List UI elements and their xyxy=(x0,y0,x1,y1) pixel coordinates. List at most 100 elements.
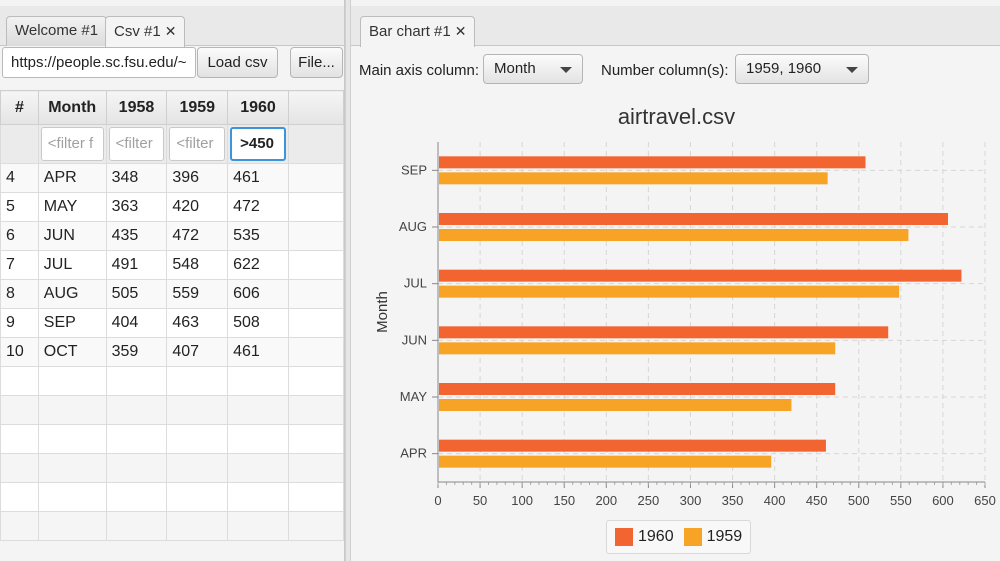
table-cell[interactable]: 6 xyxy=(0,221,39,251)
number-columns-select[interactable]: 1959, 1960 xyxy=(735,54,869,84)
empty-table-row xyxy=(0,424,345,454)
table-row[interactable]: 7 JUL 491 548 622 xyxy=(0,250,345,280)
table-cell[interactable]: 363 xyxy=(105,192,168,222)
bar-1960-jun xyxy=(439,326,889,339)
split-pane-divider[interactable] xyxy=(345,0,351,561)
x-tick-label: 200 xyxy=(595,493,617,508)
filter-1960-input[interactable]: >450 xyxy=(230,127,286,161)
x-tick-label: 50 xyxy=(473,493,487,508)
legend-swatch-1959 xyxy=(683,528,702,546)
file-button[interactable]: File... xyxy=(290,47,343,78)
table-cell[interactable]: 8 xyxy=(0,279,39,309)
tab-bar-chart[interactable]: Bar chart #1 ✕ xyxy=(360,16,476,47)
x-tick-label: 100 xyxy=(511,493,533,508)
y-tick-label: APR xyxy=(400,446,427,461)
load-csv-button[interactable]: Load csv xyxy=(197,47,278,78)
table-cell[interactable]: 463 xyxy=(166,308,229,338)
table-cell-filler xyxy=(287,308,345,338)
bar-1959-aug xyxy=(439,229,909,241)
column-header-index[interactable]: # xyxy=(0,90,39,125)
table-row[interactable]: 9 SEP 404 463 508 xyxy=(0,308,345,338)
table-cell[interactable]: SEP xyxy=(37,308,107,338)
table-row[interactable]: 10 OCT 359 407 461 xyxy=(0,337,345,367)
table-row[interactable]: 8 AUG 505 559 606 xyxy=(0,279,345,309)
chart-panel: Bar chart #1 ✕ Main axis column: Month Nu… xyxy=(351,0,1000,561)
filter-1958-input[interactable]: <filter xyxy=(108,127,165,161)
table-cell[interactable]: 508 xyxy=(227,308,289,338)
table-cell[interactable]: 505 xyxy=(105,279,168,309)
table-cell[interactable]: 359 xyxy=(105,337,168,367)
table-cell[interactable]: AUG xyxy=(37,279,107,309)
bar-1960-aug xyxy=(439,213,948,225)
table-cell[interactable]: JUN xyxy=(37,221,107,251)
table-cell[interactable]: 559 xyxy=(166,279,229,309)
table-row[interactable]: 4 APR 348 396 461 xyxy=(0,163,345,193)
table-cell[interactable]: OCT xyxy=(37,337,107,367)
table-cell[interactable]: 461 xyxy=(227,337,289,367)
table-cell[interactable]: 9 xyxy=(0,308,39,338)
x-tick-label: 500 xyxy=(848,493,870,508)
table-row[interactable]: 6 JUN 435 472 535 xyxy=(0,221,345,251)
table-cell[interactable]: JUL xyxy=(37,250,107,280)
close-icon[interactable]: ✕ xyxy=(164,23,177,39)
table-cell-filler xyxy=(287,163,345,193)
number-columns-value: 1959, 1960 xyxy=(746,60,822,77)
column-header-1958[interactable]: 1958 xyxy=(105,90,168,125)
column-header-month[interactable]: Month xyxy=(37,90,107,125)
table-row[interactable]: 5 MAY 363 420 472 xyxy=(0,192,345,222)
table-cell[interactable]: 348 xyxy=(105,163,168,193)
filter-month-input[interactable]: <filter f xyxy=(40,127,104,161)
column-header-filler xyxy=(287,90,345,125)
table-cell-filler xyxy=(287,279,345,309)
table-cell[interactable]: 472 xyxy=(166,221,229,251)
table-cell[interactable]: 396 xyxy=(166,163,229,193)
bar-1960-jul xyxy=(439,269,962,282)
table-cell[interactable]: 435 xyxy=(105,221,168,251)
table-cell[interactable]: 622 xyxy=(227,250,289,280)
table-cell[interactable]: 472 xyxy=(227,192,289,222)
y-tick-label: SEP xyxy=(401,162,427,177)
tab-welcome[interactable]: Welcome #1 xyxy=(6,16,108,46)
tab-bar-chart-label: Bar chart #1 xyxy=(369,23,451,40)
table-cell-filler xyxy=(287,221,345,251)
y-tick-label: JUL xyxy=(404,276,427,291)
column-header-1959[interactable]: 1959 xyxy=(166,90,229,125)
x-tick-label: 450 xyxy=(806,493,828,508)
close-icon[interactable]: ✕ xyxy=(454,23,467,39)
table-cell[interactable]: 491 xyxy=(105,250,168,280)
y-tick-label: JUN xyxy=(402,332,427,347)
bar-1959-may xyxy=(439,399,792,411)
table-cell-filler xyxy=(287,337,345,367)
legend-label-1960: 1960 xyxy=(638,528,674,545)
table-cell[interactable]: MAY xyxy=(37,192,107,222)
legend-label-1959: 1959 xyxy=(706,528,743,545)
main-axis-select[interactable]: Month xyxy=(483,54,583,84)
x-tick-label: 650 xyxy=(974,493,996,508)
column-header-1960[interactable]: 1960 xyxy=(227,90,289,125)
table-cell-filler xyxy=(287,250,345,280)
legend-swatch-1960 xyxy=(615,528,633,546)
chevron-down-icon xyxy=(846,67,858,73)
bar-1959-jul xyxy=(439,285,900,298)
table-cell[interactable]: 4 xyxy=(0,163,39,193)
table-cell[interactable]: 10 xyxy=(0,337,39,367)
table-cell[interactable]: 7 xyxy=(0,250,39,280)
empty-table-row xyxy=(0,395,345,425)
filter-1959-input[interactable]: <filter xyxy=(169,127,226,161)
bar-chart: 0 50 100 150 200 250 300 350 400 450 500 550 600 650 A… xyxy=(374,104,996,508)
plot-area xyxy=(438,142,985,482)
table-cell[interactable]: 606 xyxy=(227,279,289,309)
table-cell[interactable]: 461 xyxy=(227,163,289,193)
table-cell[interactable]: APR xyxy=(37,163,107,193)
main-axis-label: Main axis column: xyxy=(359,62,480,79)
table-cell[interactable]: 5 xyxy=(0,192,39,222)
table-cell[interactable]: 535 xyxy=(227,221,289,251)
table-cell[interactable]: 420 xyxy=(166,192,229,222)
url-input[interactable]: https://people.sc.fsu.edu/~ xyxy=(2,47,196,78)
table-cell[interactable]: 407 xyxy=(166,337,229,367)
table-cell-filler xyxy=(287,192,345,222)
tab-csv[interactable]: Csv #1 ✕ xyxy=(105,16,186,47)
table-cell[interactable]: 548 xyxy=(166,250,229,280)
table-cell[interactable]: 404 xyxy=(105,308,168,338)
number-columns-label: Number column(s): xyxy=(601,62,729,79)
